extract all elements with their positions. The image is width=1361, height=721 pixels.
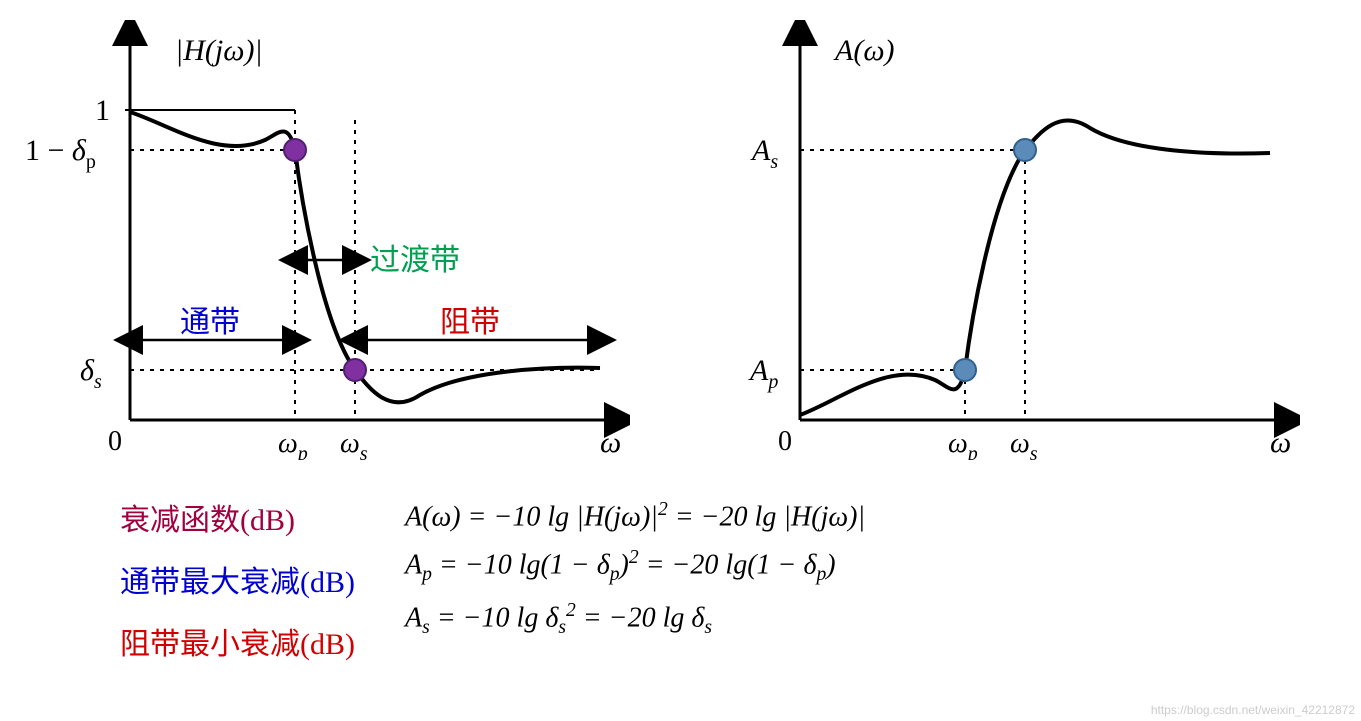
marker-ws [344, 359, 366, 381]
ytick-As-label: As [750, 134, 778, 173]
equation-1: A(ω) = −10 lg |H(jω)|2 = −20 lg |H(jω)| [405, 499, 865, 533]
passband-label: 通带 [180, 306, 240, 339]
equation-2: Ap = −10 lg(1 − δp)2 = −20 lg(1 − δp) [405, 547, 865, 586]
left-chart: |H(jω)| 1 1 − δp δs ωp ωs 0 ω [20, 20, 630, 465]
label-attenuation-fn: 衰减函数(dB) [120, 495, 355, 539]
label-passband-max: 通带最大衰减(dB) [120, 557, 355, 601]
label-stopband-min: 阻带最小衰减(dB) [120, 619, 355, 663]
marker-wp [954, 359, 976, 381]
ytick-1-label: 1 [95, 94, 110, 127]
right-chart-svg: A(ω) As Ap ωp ωs 0 ω [690, 20, 1300, 460]
ytick-ds-label: δs [80, 354, 102, 393]
marker-wp [284, 139, 306, 161]
left-chart-svg: |H(jω)| 1 1 − δp δs ωp ωs 0 ω [20, 20, 630, 460]
origin-label: 0 [778, 426, 792, 457]
ytick-Ap-label: Ap [748, 354, 778, 393]
marker-ws [1014, 139, 1036, 161]
x-axis-label: ω [1270, 426, 1291, 459]
xtick-ws-label: ωs [1010, 428, 1038, 460]
equations-row: 衰减函数(dB) 通带最大衰减(dB) 阻带最小衰减(dB) A(ω) = −1… [20, 495, 1341, 663]
diagram-container: |H(jω)| 1 1 − δp δs ωp ωs 0 ω [20, 20, 1341, 663]
labels-column: 衰减函数(dB) 通带最大衰减(dB) 阻带最小衰减(dB) [120, 495, 355, 663]
xtick-wp-label: ωp [278, 428, 308, 460]
transition-label: 过渡带 [370, 244, 460, 277]
xtick-wp-label: ωp [948, 428, 978, 460]
y-axis-title: A(ω) [833, 34, 895, 67]
ytick-1dp-label: 1 − δp [25, 134, 96, 173]
magnitude-curve [130, 112, 600, 402]
stopband-label: 阻带 [440, 306, 500, 339]
right-chart: A(ω) As Ap ωp ωs 0 ω [690, 20, 1300, 465]
watermark: https://blog.csdn.net/weixin_42212872 [1151, 703, 1355, 717]
xtick-ws-label: ωs [340, 428, 368, 460]
x-axis-label: ω [600, 426, 621, 459]
equation-3: As = −10 lg δs2 = −20 lg δs [405, 600, 865, 639]
charts-row: |H(jω)| 1 1 − δp δs ωp ωs 0 ω [20, 20, 1341, 465]
y-axis-title: |H(jω)| [175, 34, 263, 67]
equations-column: A(ω) = −10 lg |H(jω)|2 = −20 lg |H(jω)| … [405, 495, 865, 639]
origin-label: 0 [108, 426, 122, 457]
